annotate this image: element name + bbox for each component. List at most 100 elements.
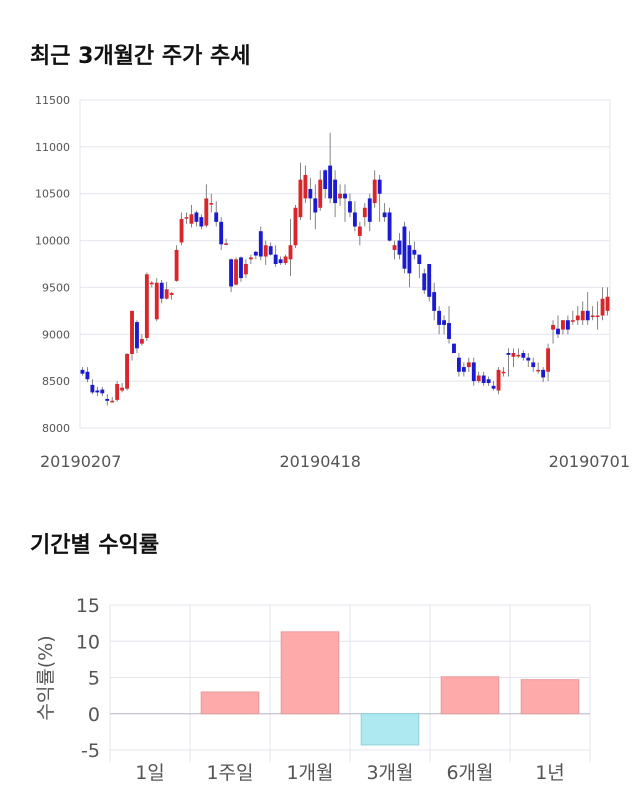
- candle-body: [437, 310, 442, 325]
- candle-body: [461, 367, 466, 372]
- candle-body: [298, 179, 303, 218]
- candle-body: [595, 315, 600, 318]
- candle-body: [194, 212, 199, 222]
- candle-body: [432, 292, 437, 311]
- candle-body: [585, 310, 590, 321]
- candle-body: [551, 324, 555, 330]
- candle-body: [481, 375, 486, 384]
- candle-body: [328, 165, 333, 199]
- price-y-tick-label: 8500: [42, 375, 70, 388]
- candle-body: [229, 259, 234, 287]
- candle-body: [90, 384, 95, 393]
- candle-body: [154, 282, 159, 320]
- returns-y-tick-label: 10: [76, 631, 100, 653]
- candle-body: [402, 226, 407, 269]
- candle-body: [130, 310, 134, 354]
- candle-body: [278, 259, 283, 264]
- candle-body: [135, 322, 139, 349]
- candle-body: [442, 320, 446, 325]
- candle-body: [546, 348, 551, 372]
- candle-body: [139, 338, 144, 344]
- price-y-tick-label: 10000: [35, 235, 70, 248]
- price-chart: 11500 11000 10500 10000 9500 9000 8500 8000 201…: [35, 94, 630, 471]
- candle-body: [263, 245, 268, 257]
- candle-body: [293, 207, 298, 246]
- candle-body: [125, 353, 129, 389]
- price-y-tick-label: 8000: [42, 422, 70, 435]
- candle-body: [565, 320, 570, 330]
- candle-body: [288, 245, 293, 260]
- candle-body: [348, 201, 352, 213]
- price-x-tick-label: 20190418: [280, 452, 361, 471]
- candle-body: [491, 385, 496, 389]
- candle-body: [556, 328, 560, 335]
- candle-body: [511, 353, 516, 357]
- candle-body: [100, 389, 105, 394]
- return-bar: [360, 713, 420, 746]
- candle-body: [605, 296, 610, 311]
- candle-body: [466, 362, 471, 368]
- returns-x-tick-label: 6개월: [446, 762, 493, 784]
- returns-x-tick-label: 1주일: [206, 762, 253, 784]
- price-chart-y-ticks: 11500 11000 10500 10000 9500 9000 8500 8000: [35, 94, 70, 435]
- price-chart-candles: [80, 132, 610, 406]
- price-y-tick-label: 9500: [42, 281, 70, 294]
- candle-body: [561, 320, 565, 330]
- price-x-tick-label: 20190701: [549, 452, 630, 471]
- candle-body: [144, 274, 149, 339]
- candle-body: [575, 315, 580, 321]
- candle-body: [417, 254, 422, 264]
- candle-body: [471, 362, 476, 382]
- candle-body: [189, 214, 194, 224]
- candle-body: [580, 310, 585, 321]
- returns-chart-y-axis-label: 수익률(%): [35, 635, 57, 720]
- candle-body: [372, 179, 377, 204]
- candle-body: [209, 203, 214, 205]
- candle-body: [283, 256, 288, 264]
- price-x-tick-label: 20190207: [40, 452, 121, 471]
- candle-body: [303, 174, 308, 199]
- candle-body: [382, 212, 387, 218]
- candle-body: [486, 379, 491, 384]
- candle-body: [120, 387, 125, 391]
- candle-body: [273, 254, 278, 264]
- candle-body: [521, 353, 526, 358]
- candle-body: [392, 245, 397, 250]
- candle-body: [496, 369, 501, 391]
- candle-body: [179, 219, 184, 243]
- returns-y-tick-label: 15: [76, 595, 100, 617]
- candle-body: [219, 221, 224, 245]
- price-chart-x-ticks: 20190207 20190418 20190701: [40, 452, 630, 471]
- returns-chart-x-ticks: 1일 1주일 1개월 3개월 6개월 1년: [135, 762, 565, 784]
- candle-body: [452, 343, 456, 354]
- candle-body: [95, 390, 100, 393]
- candle-body: [318, 179, 323, 208]
- candle-body: [115, 383, 120, 400]
- candle-body: [397, 240, 402, 255]
- candle-body: [234, 259, 238, 285]
- candle-body: [476, 375, 481, 382]
- candle-body: [377, 179, 382, 194]
- candle-body: [600, 298, 605, 316]
- price-y-tick-label: 11500: [35, 94, 70, 107]
- returns-chart-grid: [109, 604, 591, 762]
- candle-body: [343, 193, 347, 199]
- candle-body: [164, 289, 169, 299]
- candle-body: [407, 245, 412, 274]
- candle-body: [422, 273, 427, 291]
- returns-x-tick-label: 1개월: [286, 762, 333, 784]
- returns-chart-bars: [200, 631, 580, 746]
- candle-body: [338, 193, 342, 199]
- candle-body: [536, 369, 541, 372]
- candle-body: [308, 189, 313, 199]
- candle-body: [149, 282, 154, 285]
- candle-body: [323, 170, 328, 190]
- return-bar: [520, 679, 580, 715]
- candle-body: [590, 315, 595, 318]
- candle-body: [412, 249, 417, 255]
- candle-body: [110, 400, 115, 403]
- candle-body: [352, 212, 357, 227]
- candle-body: [169, 293, 174, 295]
- candle-body: [244, 264, 248, 275]
